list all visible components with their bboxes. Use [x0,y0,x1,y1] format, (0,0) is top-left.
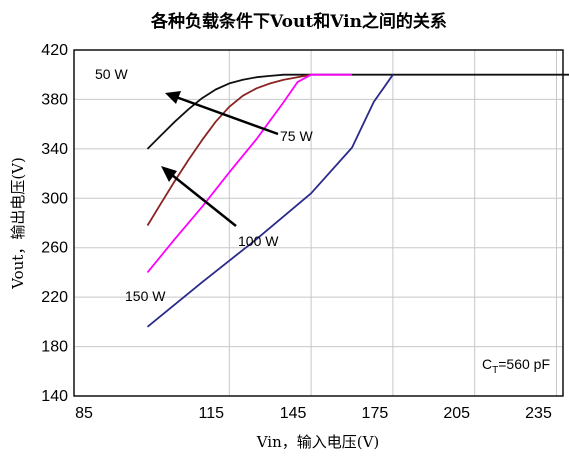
y-tick-label: 180 [41,339,68,356]
x-axis-label: Vin，输入电压(V) [256,433,380,451]
series-line-150w [146,74,394,328]
series-line-50w [146,73,569,150]
label-75w: 75 W [280,128,313,144]
y-tick-label: 220 [41,289,68,306]
y-tick-labels: 140 180 220 260 300 340 380 420 [41,42,68,405]
y-tick-label: 140 [41,388,68,405]
label-ct: CT=560 pF [482,356,550,376]
series-line-75w [146,73,312,226]
chart-title: 各种负载条件下Vout和Vin之间的关系 [150,11,447,32]
annotations: 50 W 75 W 100 W 150 W CT=560 pF [95,66,550,376]
label-ct-main: C [482,356,492,372]
gridlines [74,50,563,396]
arrow-75w-head [165,91,181,104]
y-tick-label: 300 [41,190,68,207]
arrow-100w-head [161,166,177,182]
plot-area [73,49,564,397]
arrow-75w-line [175,95,279,136]
y-tick-label: 260 [41,240,68,257]
x-tick-labels: 85115145175205235265 [75,405,552,422]
series-line-100w [146,73,352,273]
y-axis-label: Vout，输出电压(V) [9,157,27,290]
x-tick-label: 85 [75,405,93,422]
x-tick-label: 115 [199,405,225,422]
x-tick-label: 235 [525,405,552,422]
arrow-100w-line [171,174,237,227]
x-tick-label: 205 [443,405,470,422]
annotation-arrows [161,91,279,227]
y-tick-label: 420 [41,42,68,59]
label-50w: 50 W [95,66,128,82]
label-ct-sub: T [492,365,498,376]
x-tick-label: 145 [280,405,307,422]
label-150w: 150 W [125,288,166,304]
label-100w: 100 W [238,233,279,249]
y-tick-label: 340 [41,141,68,158]
series-lines [146,73,569,328]
x-tick-label: 175 [362,405,389,422]
y-tick-label: 380 [41,91,68,108]
label-ct-rest: =560 pF [498,356,550,372]
